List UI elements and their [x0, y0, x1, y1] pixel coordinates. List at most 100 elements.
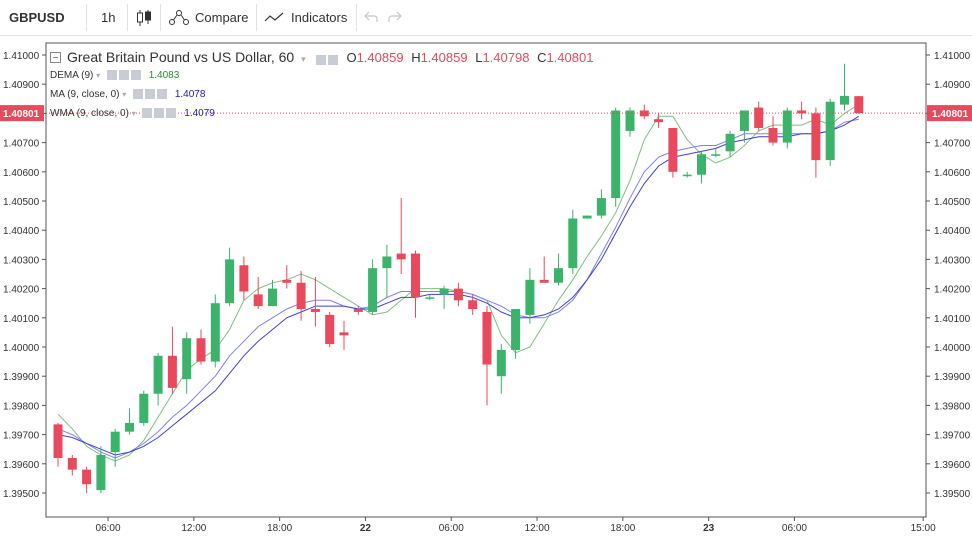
candle-body	[668, 128, 678, 172]
close-icon[interactable]	[166, 108, 177, 119]
toolbar-divider	[356, 4, 357, 31]
y-tick-label-left: 1.39800	[3, 401, 40, 412]
x-tick-label: 15:00	[911, 523, 936, 534]
price-chart[interactable]: 1.410001.410001.409001.409001.408001.408…	[0, 36, 972, 534]
candle-body	[739, 110, 749, 131]
candle-body	[125, 422, 134, 432]
candle-body	[840, 95, 849, 105]
candle-body	[239, 265, 249, 292]
candle-body	[310, 309, 320, 312]
indicator-value: 1.4079	[184, 108, 215, 120]
indicator-name: MA (9, close, 0)	[50, 89, 120, 101]
candle-body	[82, 469, 92, 485]
settings-icon[interactable]	[327, 54, 338, 65]
low-label: L	[475, 50, 483, 65]
y-tick-label-left: 1.40200	[3, 285, 40, 296]
candle-body	[539, 279, 549, 283]
candle-body	[268, 288, 277, 307]
chevron-down-icon[interactable]: ▾	[131, 109, 136, 119]
candle-body	[425, 297, 435, 299]
y-tick-label-right: 1.40100	[934, 314, 971, 325]
x-tick-label: 22	[360, 523, 372, 534]
open-value: 1.40859	[356, 50, 404, 65]
settings-icon[interactable]	[118, 70, 129, 81]
compare-button[interactable]: Compare	[195, 10, 249, 25]
toolbar-divider	[127, 4, 128, 31]
y-tick-label-right: 1.40900	[934, 80, 971, 91]
close-value: 1.40801	[546, 50, 594, 65]
toolbar-divider	[86, 4, 87, 31]
visibility-icon[interactable]	[142, 108, 153, 119]
candle-body	[368, 268, 378, 312]
toolbar-divider	[160, 4, 161, 31]
indicators-button[interactable]: Indicators	[291, 10, 348, 25]
visibility-icon[interactable]	[106, 70, 117, 81]
legend-title: Great Britain Pound vs US Dollar, 60	[67, 49, 295, 65]
indicator-legend-dema: DEMA (9) ▾ 1.4083	[50, 70, 179, 86]
top-toolbar: GBPUSD 1h Compare Indicators	[0, 0, 972, 36]
x-tick-label: 06:00	[782, 523, 807, 534]
chart-area[interactable]: 1.410001.410001.409001.409001.408001.408…	[0, 36, 972, 534]
x-tick-label: 12:00	[181, 523, 206, 534]
candle-body	[210, 303, 220, 362]
candle-body	[296, 282, 306, 310]
y-tick-label-right: 1.41000	[934, 51, 971, 62]
candle-body	[568, 218, 578, 269]
x-tick-label: 18:00	[267, 523, 292, 534]
y-tick-label-right: 1.40400	[934, 226, 971, 237]
toolbar-divider	[256, 4, 257, 31]
chevron-down-icon[interactable]: ▾	[122, 90, 127, 100]
candle-body	[153, 355, 163, 394]
close-icon[interactable]	[157, 89, 168, 100]
interval-button[interactable]: 1h	[101, 10, 116, 25]
candle-body	[654, 119, 664, 123]
candle-body	[582, 215, 592, 219]
candle-body	[554, 268, 563, 283]
close-icon[interactable]	[130, 70, 141, 81]
indicator-name: WMA (9, close, 0)	[50, 108, 129, 120]
y-tick-label-left: 1.41000	[3, 51, 40, 62]
last-price-marker: 1.40801 1.40801	[0, 105, 972, 122]
last-price-label-left-bg	[0, 105, 44, 122]
redo-icon[interactable]	[388, 11, 402, 23]
y-tick-label-left: 1.40500	[3, 197, 40, 208]
symbol-search[interactable]: GBPUSD	[9, 10, 65, 25]
y-tick-label-left: 1.40100	[3, 314, 40, 325]
settings-icon[interactable]	[154, 108, 165, 119]
y-tick-label-right: 1.39900	[934, 372, 971, 383]
x-tick-label: 06:00	[96, 523, 121, 534]
y-tick-label-right: 1.40000	[934, 343, 971, 354]
chart-type-candles-icon[interactable]	[136, 9, 152, 27]
collapse-legend-icon[interactable]	[50, 51, 61, 63]
y-tick-label-left: 1.40300	[3, 255, 40, 266]
candle-body	[325, 314, 335, 345]
chevron-down-icon[interactable]: ▾	[301, 54, 306, 64]
indicator-value: 1.4083	[148, 70, 180, 82]
visibility-icon[interactable]	[315, 54, 326, 65]
settings-icon[interactable]	[145, 89, 156, 100]
candle-body	[439, 288, 449, 295]
compare-icon[interactable]	[168, 9, 190, 27]
candle-body	[139, 393, 149, 423]
y-tick-label-right: 1.40200	[934, 285, 971, 296]
candle-body	[225, 259, 235, 304]
candle-body	[53, 424, 63, 458]
x-tick-label: 06:00	[439, 523, 464, 534]
undo-icon[interactable]	[364, 11, 378, 23]
candle-body	[253, 294, 263, 307]
y-tick-label-left: 1.39500	[3, 489, 40, 500]
visibility-icon[interactable]	[133, 89, 144, 100]
chevron-down-icon[interactable]: ▾	[96, 71, 101, 81]
y-tick-label-right: 1.39500	[934, 489, 971, 500]
y-tick-label-left: 1.40900	[3, 80, 40, 91]
candle-body	[854, 96, 864, 114]
y-tick-label-left: 1.40400	[3, 226, 40, 237]
indicators-icon[interactable]	[264, 9, 286, 27]
candle-body	[96, 455, 106, 491]
axes	[45, 42, 927, 518]
high-value: 1.40859	[420, 50, 468, 65]
candle-body	[511, 309, 521, 350]
y-tick-label-left: 1.40700	[3, 139, 40, 150]
candle-body	[496, 349, 506, 377]
close-label: C	[537, 50, 547, 65]
